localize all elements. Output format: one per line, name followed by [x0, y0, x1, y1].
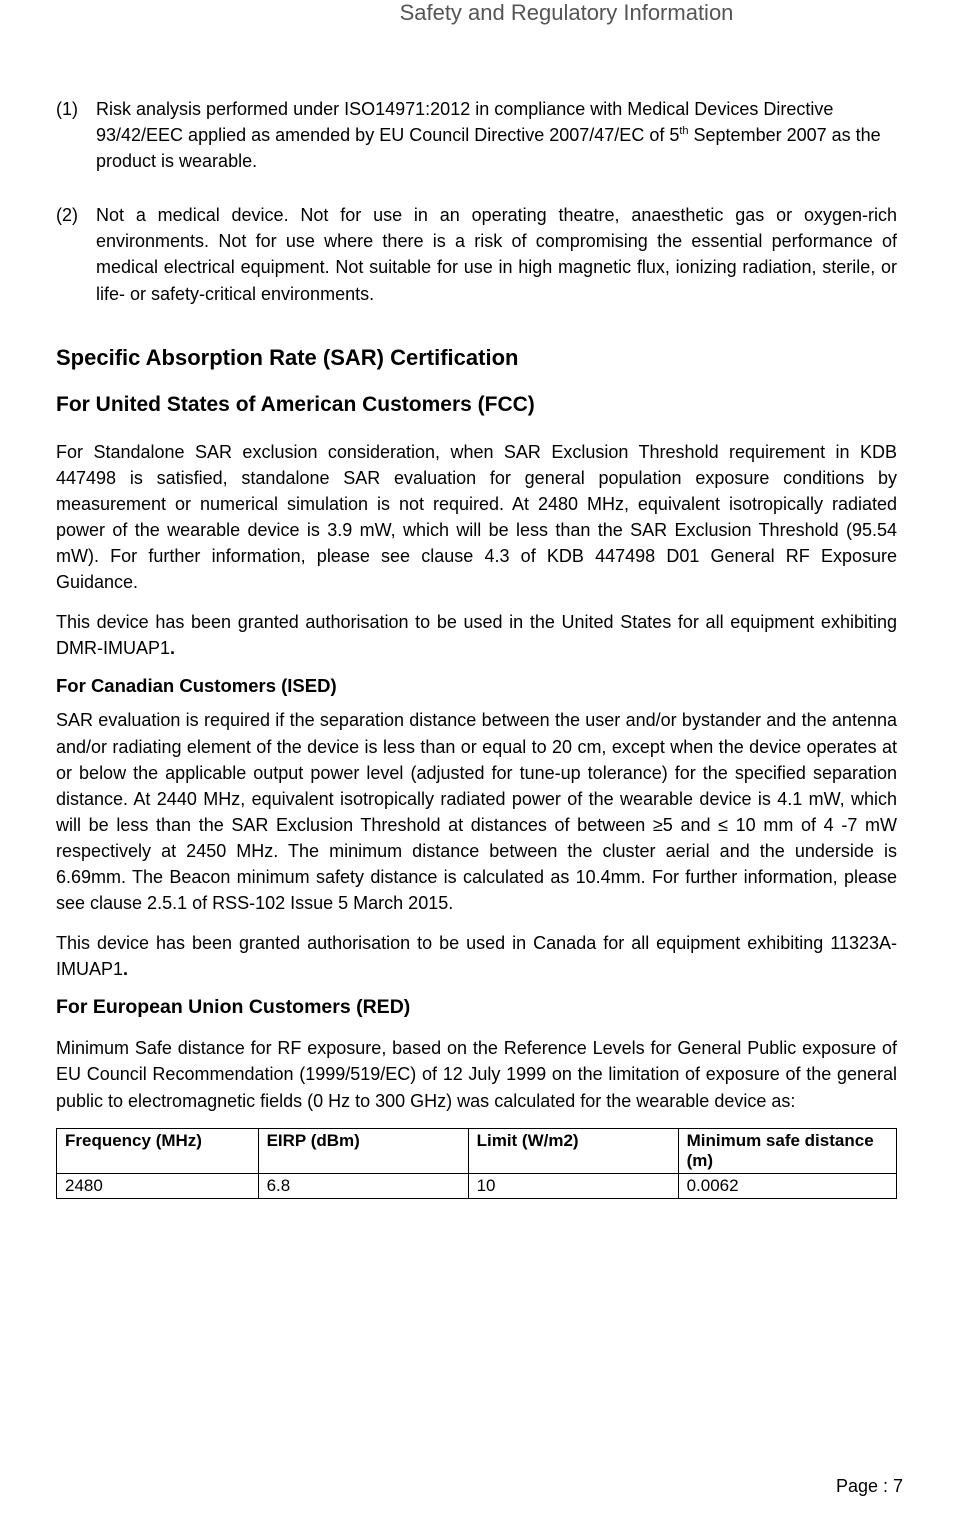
table-header-distance: Minimum safe distance (m) [678, 1128, 896, 1173]
heading-red: For European Union Customers (RED) [56, 996, 897, 1019]
bold-period: . [123, 959, 128, 979]
bold-period: . [170, 638, 175, 658]
table-cell-freq: 2480 [57, 1173, 259, 1198]
table-cell-limit: 10 [468, 1173, 678, 1198]
paragraph-red-1: Minimum Safe distance for RF exposure, b… [56, 1035, 897, 1113]
table-header-row: Frequency (MHz) EIRP (dBm) Limit (W/m2) … [57, 1128, 897, 1173]
list-text: Not a medical device. Not for use in an … [96, 202, 897, 306]
list-item-1: (1) Risk analysis performed under ISO149… [56, 96, 897, 174]
table-row: 2480 6.8 10 0.0062 [57, 1173, 897, 1198]
list-text: Risk analysis performed under ISO14971:2… [96, 96, 897, 174]
paragraph-ised-2: This device has been granted authorisati… [56, 930, 897, 982]
heading-sar: Specific Absorption Rate (SAR) Certifica… [56, 345, 897, 371]
text-part: This device has been granted authorisati… [56, 933, 897, 979]
superscript: th [679, 125, 688, 137]
list-item-2: (2) Not a medical device. Not for use in… [56, 202, 897, 306]
heading-fcc: For United States of American Customers … [56, 393, 897, 417]
list-number: (2) [56, 202, 96, 306]
heading-ised: For Canadian Customers (ISED) [56, 675, 897, 697]
table-header-eirp: EIRP (dBm) [258, 1128, 468, 1173]
page-header-title: Safety and Regulatory Information [50, 0, 903, 26]
table-header-limit: Limit (W/m2) [468, 1128, 678, 1173]
document-body: (1) Risk analysis performed under ISO149… [50, 96, 903, 1199]
text-part: This device has been granted authorisati… [56, 612, 897, 658]
table-cell-eirp: 6.8 [258, 1173, 468, 1198]
table-cell-distance: 0.0062 [678, 1173, 896, 1198]
paragraph-fcc-2: This device has been granted authorisati… [56, 609, 897, 661]
table-header-freq: Frequency (MHz) [57, 1128, 259, 1173]
list-number: (1) [56, 96, 96, 174]
paragraph-fcc-1: For Standalone SAR exclusion considerati… [56, 439, 897, 596]
sar-table: Frequency (MHz) EIRP (dBm) Limit (W/m2) … [56, 1128, 897, 1199]
page-footer: Page : 7 [836, 1476, 903, 1497]
paragraph-ised-1: SAR evaluation is required if the separa… [56, 707, 897, 916]
